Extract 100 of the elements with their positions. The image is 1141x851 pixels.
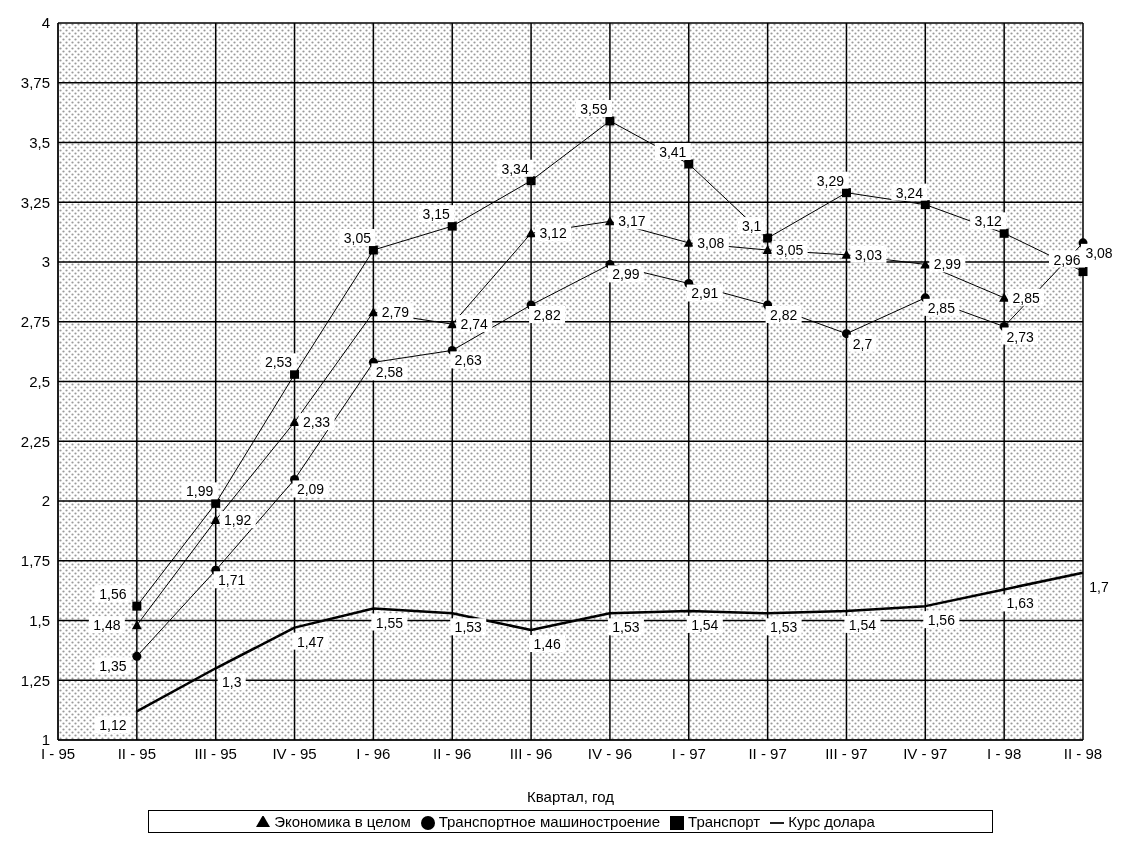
point [447, 319, 458, 329]
point [447, 221, 457, 231]
data-label: 2,85 [1012, 289, 1040, 306]
x-tick-label: II - 95 [117, 744, 157, 762]
data-label: 2,63 [454, 352, 483, 369]
data-label: 3,29 [816, 172, 845, 189]
data-label: 2,85 [927, 299, 956, 316]
point [683, 237, 694, 247]
data-label: 3,08 [1085, 244, 1113, 261]
x-tick-label: IV - 97 [903, 744, 948, 762]
point [368, 307, 379, 317]
point [211, 498, 221, 508]
point [999, 292, 1010, 302]
data-label: 2,79 [381, 304, 410, 321]
x-tick-label: I - 98 [987, 744, 1022, 762]
point [841, 249, 852, 259]
data-label: 1,35 [99, 658, 127, 675]
y-tick-label: 3 [41, 253, 50, 271]
x-tick-label: IV - 95 [272, 744, 317, 762]
data-label: 2,09 [296, 481, 325, 498]
point [290, 369, 300, 379]
x-tick-label: II - 97 [748, 744, 787, 762]
data-label: 3,05 [343, 230, 372, 247]
legend-label: Экономика в целом [274, 812, 411, 830]
data-label: 1,56 [927, 612, 956, 629]
data-label: 2,82 [769, 307, 798, 324]
data-label: 2,7 [852, 335, 873, 352]
legend-label: Транспорт [688, 812, 761, 830]
data-label: 1,54 [691, 616, 719, 633]
data-label: 3,12 [539, 225, 567, 242]
data-label: 3,59 [580, 100, 608, 117]
x-axis-title: Квартал, год [527, 787, 615, 805]
point [684, 159, 694, 169]
data-label: 2,58 [375, 364, 404, 381]
point [841, 188, 851, 198]
x-tick-label: III - 95 [194, 744, 237, 762]
data-label: 3,1 [741, 218, 762, 235]
data-label: 1,7 [1089, 578, 1109, 595]
point [605, 116, 615, 126]
point [920, 200, 930, 210]
point [604, 216, 615, 226]
data-label: 3,03 [854, 246, 883, 263]
data-label: 2,33 [302, 414, 331, 431]
x-tick-label: III - 97 [825, 744, 868, 762]
point [289, 417, 300, 427]
point [132, 651, 142, 661]
data-label: 2,96 [1053, 251, 1081, 268]
point [762, 245, 773, 255]
point [763, 233, 773, 243]
y-tick-label: 4 [41, 14, 50, 32]
y-tick-label: 3,5 [29, 133, 50, 151]
y-tick-label: 2 [41, 492, 50, 510]
data-label: 2,99 [933, 256, 962, 273]
y-tick-label: 1,25 [20, 671, 50, 689]
point [526, 176, 536, 186]
data-label: 1,48 [93, 617, 121, 634]
point [368, 245, 378, 255]
x-tick-label: III - 96 [509, 744, 553, 762]
data-label: 1,92 [224, 512, 252, 529]
data-label: 1,12 [99, 717, 127, 734]
data-label: 3,24 [895, 184, 924, 201]
y-tick-label: 3,75 [20, 74, 50, 92]
point [526, 228, 537, 238]
data-label: 2,73 [1006, 328, 1034, 345]
data-label: 2,82 [533, 307, 561, 324]
y-tick-label: 1,5 [29, 611, 50, 629]
data-label: 1,46 [533, 636, 561, 653]
data-label: 3,05 [775, 242, 804, 259]
point [999, 228, 1009, 238]
y-tick-label: 1,75 [20, 552, 50, 570]
y-tick-label: 3,25 [20, 193, 50, 211]
data-label: 1,71 [218, 572, 246, 589]
data-label: 3,15 [422, 206, 451, 223]
data-label: 2,99 [612, 266, 640, 283]
point [841, 329, 851, 339]
x-tick-label: IV - 96 [587, 744, 633, 762]
y-tick-label: 2,25 [20, 432, 50, 450]
data-label: 1,47 [296, 633, 325, 650]
data-label: 1,99 [186, 483, 214, 500]
data-label: 3,41 [659, 144, 687, 160]
data-label: 1,54 [848, 616, 877, 633]
legend-label: Транспортное машиностроение [438, 812, 661, 830]
data-label: 2,74 [460, 316, 489, 333]
y-tick-label: 2,75 [20, 313, 50, 331]
x-tick-label: II - 98 [1063, 744, 1103, 762]
point [131, 620, 142, 630]
data-label: 1,53 [769, 619, 798, 636]
x-tick-label: I - 97 [671, 744, 706, 762]
data-label: 1,53 [454, 619, 483, 636]
point [1078, 267, 1088, 277]
data-label: 3,34 [501, 160, 529, 177]
data-label: 1,53 [612, 619, 640, 636]
point [132, 601, 142, 611]
data-label: 1,3 [221, 674, 242, 691]
y-tick-label: 2,5 [29, 372, 50, 390]
data-label: 1,56 [99, 586, 127, 603]
data-label: 1,63 [1006, 595, 1034, 612]
data-label: 2,91 [691, 285, 719, 302]
data-label: 1,55 [375, 614, 404, 631]
data-label: 2,53 [264, 354, 293, 371]
